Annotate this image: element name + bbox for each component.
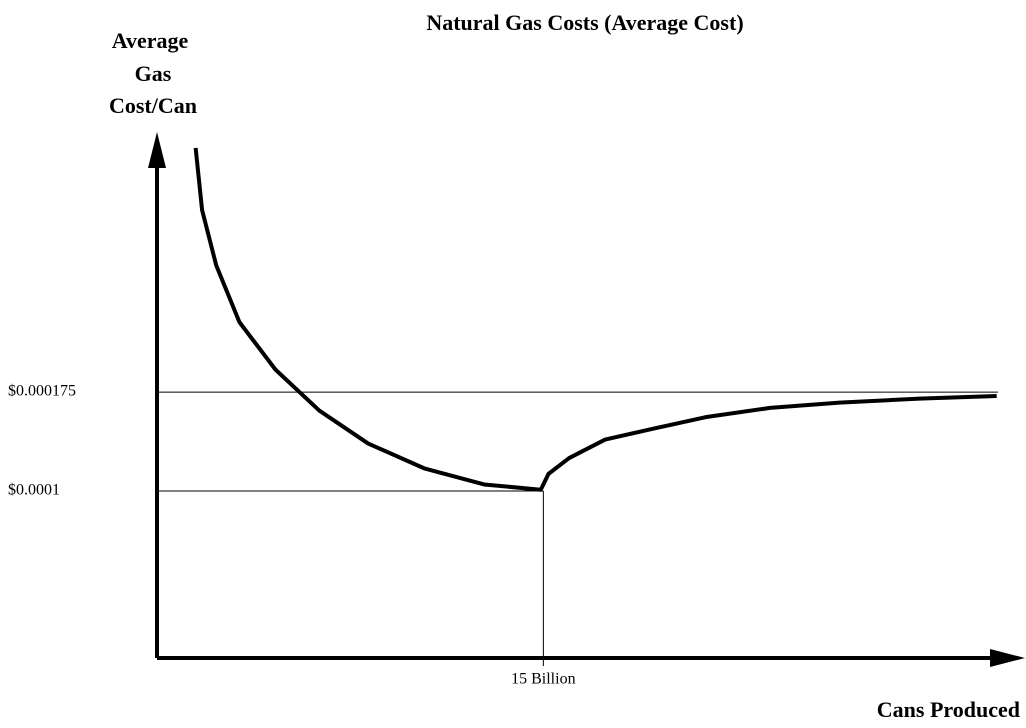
x-axis-label: Cans Produced xyxy=(877,697,1020,722)
x-axis-arrow xyxy=(990,649,1025,667)
x-tick-label: 15 Billion xyxy=(511,671,575,688)
y-axis-arrow xyxy=(148,132,166,168)
y-axis-label: Cost/Can xyxy=(109,93,197,118)
y-axis-label: Average xyxy=(112,28,189,53)
cost-curve xyxy=(193,147,997,492)
y-tick-label: $0.000175 xyxy=(8,383,76,400)
y-axis-label: Gas xyxy=(135,61,172,86)
y-tick-label: $0.0001 xyxy=(8,482,60,499)
chart-title: Natural Gas Costs (Average Cost) xyxy=(426,10,743,35)
